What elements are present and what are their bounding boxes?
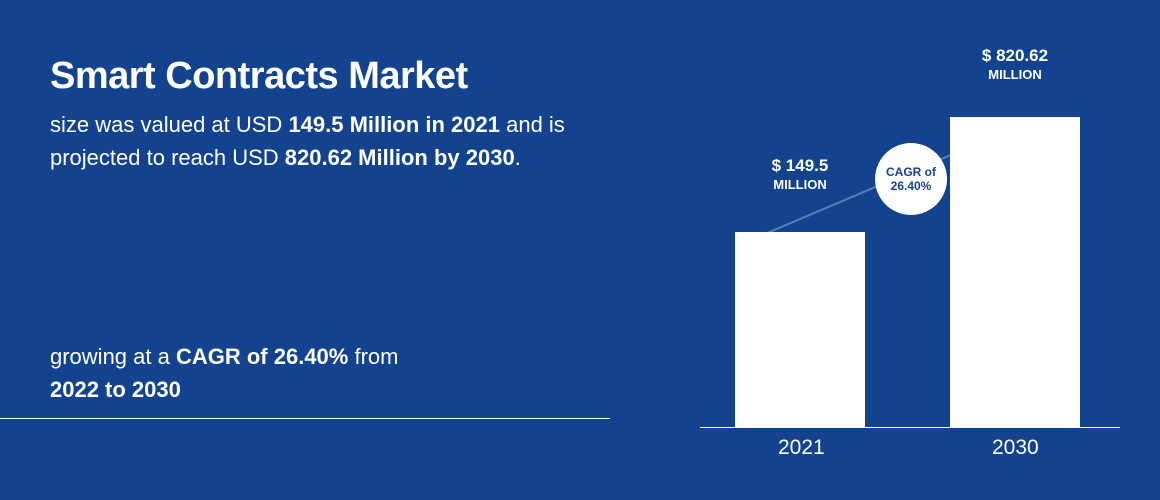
cagr-badge-line1: CAGR of bbox=[886, 165, 936, 179]
bar-label-2030: $ 820.62 MILLION bbox=[950, 45, 1080, 84]
cagr-bold-2: 2022 to 2030 bbox=[50, 377, 181, 402]
bar-2021 bbox=[735, 232, 865, 427]
divider-line bbox=[0, 418, 610, 419]
cagr-text: growing at a CAGR of 26.40% from 2022 to… bbox=[50, 340, 398, 406]
subtitle-bold-1: 149.5 Million in 2021 bbox=[288, 112, 500, 137]
x-label-2030: 2030 bbox=[992, 436, 1039, 460]
cagr-pre: growing at a bbox=[50, 344, 176, 369]
cagr-mid: from bbox=[348, 344, 398, 369]
subtitle-text-post: . bbox=[515, 145, 521, 170]
text-panel: Smart Contracts Market size was valued a… bbox=[50, 55, 630, 174]
bar-amount-2021: $ 149.5 bbox=[735, 155, 865, 177]
title: Smart Contracts Market bbox=[50, 55, 630, 98]
bar-unit-2021: MILLION bbox=[735, 177, 865, 194]
bar-amount-2030: $ 820.62 bbox=[950, 45, 1080, 67]
bar-label-2021: $ 149.5 MILLION bbox=[735, 155, 865, 194]
cagr-badge-line2: 26.40% bbox=[891, 179, 932, 193]
subtitle: size was valued at USD 149.5 Million in … bbox=[50, 108, 630, 174]
subtitle-text: size was valued at USD bbox=[50, 112, 288, 137]
x-label-2021: 2021 bbox=[778, 436, 825, 460]
subtitle-bold-2: 820.62 Million by 2030 bbox=[285, 145, 515, 170]
bar-chart: $ 149.5 MILLION $ 820.62 MILLION CAGR of… bbox=[690, 45, 1120, 465]
bar-unit-2030: MILLION bbox=[950, 67, 1080, 84]
cagr-bold-1: CAGR of 26.40% bbox=[176, 344, 348, 369]
cagr-badge: CAGR of 26.40% bbox=[875, 143, 947, 215]
bar-2030 bbox=[950, 117, 1080, 427]
x-axis bbox=[700, 427, 1120, 428]
